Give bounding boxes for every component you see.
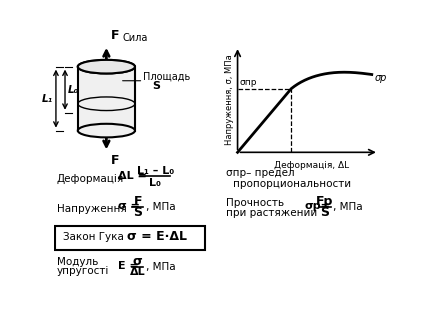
Text: S: S	[152, 81, 160, 91]
Text: Деформація, ΔL: Деформація, ΔL	[274, 161, 349, 170]
Text: Деформація: Деформація	[57, 174, 124, 184]
Text: ΔL =: ΔL =	[118, 171, 147, 181]
Text: S: S	[133, 206, 142, 219]
Text: Закон Гука: Закон Гука	[62, 232, 124, 242]
Text: Модуль: Модуль	[57, 257, 99, 267]
Text: L₀: L₀	[68, 85, 79, 95]
Text: Сила: Сила	[122, 33, 148, 43]
Ellipse shape	[78, 124, 135, 137]
Text: F: F	[110, 154, 119, 167]
FancyBboxPatch shape	[55, 226, 205, 250]
Text: σпр: σпр	[239, 78, 257, 87]
Text: пропорциональности: пропорциональности	[233, 179, 351, 189]
Text: при растяжении: при растяжении	[226, 208, 317, 218]
Text: σ =: σ =	[118, 201, 140, 211]
Ellipse shape	[78, 60, 135, 73]
Text: F: F	[133, 195, 142, 208]
Text: S: S	[321, 206, 329, 219]
Text: , МПа: , МПа	[146, 202, 175, 212]
Text: упругості: упругості	[57, 266, 109, 276]
Text: σ = E·ΔL: σ = E·ΔL	[127, 230, 187, 243]
Text: σр: σр	[375, 73, 387, 83]
Text: L₀: L₀	[149, 178, 161, 188]
Ellipse shape	[78, 60, 135, 73]
Text: σ: σ	[133, 255, 142, 268]
Text: E =: E =	[118, 261, 139, 271]
Text: , МПа: , МПа	[146, 262, 175, 272]
Text: L₁: L₁	[42, 94, 53, 104]
Text: σр=: σр=	[305, 201, 331, 211]
Text: Площадь: Площадь	[143, 72, 191, 82]
Text: , МПа: , МПа	[333, 202, 363, 212]
Text: Напруження, σ, МПа: Напруження, σ, МПа	[225, 54, 233, 145]
Text: F: F	[110, 30, 119, 42]
Text: Прочность: Прочность	[226, 198, 284, 208]
Text: Fр: Fр	[316, 195, 334, 208]
Text: σпр– предел: σпр– предел	[226, 168, 294, 178]
Text: Напруження: Напруження	[57, 204, 127, 213]
Text: L₁ – L₀: L₁ – L₀	[137, 166, 174, 176]
Text: ΔL: ΔL	[130, 268, 145, 278]
